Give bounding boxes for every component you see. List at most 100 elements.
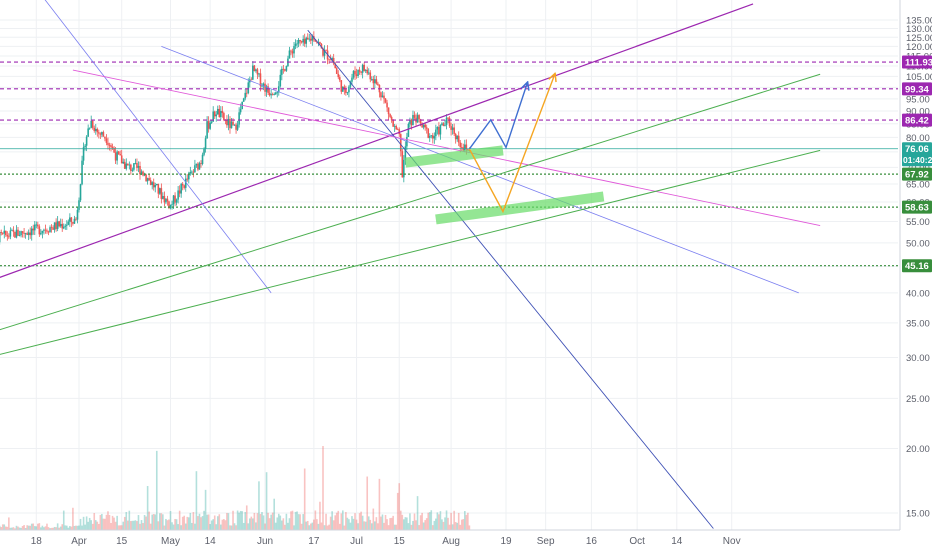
current-price-badge	[902, 142, 932, 167]
candle-body	[357, 69, 359, 76]
y-tick-label: 50.00	[906, 238, 930, 249]
volume-bar	[457, 512, 460, 530]
volume-bar	[465, 514, 468, 530]
candle-body	[116, 151, 118, 161]
candle-body	[76, 209, 79, 220]
candle-body	[358, 69, 361, 72]
candle-body	[306, 37, 309, 40]
volume-bar	[117, 525, 120, 530]
volume-bar	[392, 515, 394, 530]
support-zone	[404, 145, 504, 168]
y-tick-label: 95.00	[906, 94, 930, 105]
candle-body	[197, 163, 199, 170]
volume-bar	[43, 527, 45, 530]
volume-bar	[79, 518, 82, 530]
candle-body	[337, 73, 340, 78]
candle-body	[169, 204, 172, 209]
candle-body	[136, 162, 138, 168]
volume-bar	[401, 514, 404, 530]
candle-body	[460, 147, 463, 148]
volume-bar	[73, 525, 76, 530]
candle-body	[55, 222, 57, 229]
volume-bar	[348, 519, 350, 530]
candle-body	[11, 229, 13, 231]
volume-bar	[191, 522, 193, 530]
volume-bar	[175, 519, 178, 530]
y-tick-label: 35.00	[906, 318, 930, 329]
y-tick-label: 90.00	[906, 106, 930, 117]
volume-bar	[303, 468, 306, 530]
volume-bar	[78, 525, 80, 530]
candle-body	[439, 125, 442, 135]
candle-body	[363, 64, 365, 71]
candle-body	[294, 43, 297, 47]
candle-body	[425, 127, 428, 129]
volume-bar	[441, 519, 443, 530]
candle-body	[311, 36, 314, 41]
candle-body	[165, 198, 167, 203]
candle-body	[66, 224, 68, 226]
volume-bar	[450, 512, 452, 530]
candle-body	[270, 94, 272, 96]
volume-bar	[364, 521, 367, 530]
candle-body	[70, 217, 73, 223]
candle-body	[276, 92, 279, 94]
candle-body	[453, 127, 455, 134]
volume-bar	[351, 516, 353, 530]
volume-bar	[245, 505, 248, 530]
volume-bar	[416, 496, 419, 530]
volume-bar	[287, 522, 289, 530]
volume-bar	[404, 517, 407, 530]
volume-bar	[37, 523, 39, 530]
volume-bar	[366, 476, 369, 530]
candle-body	[175, 199, 178, 203]
volume-bar	[133, 520, 135, 530]
candle-body	[256, 69, 259, 75]
candle-body	[407, 123, 410, 138]
candle-body	[445, 117, 448, 126]
candle-body	[204, 138, 207, 149]
volume-bar	[306, 520, 309, 530]
volume-bar	[32, 523, 35, 530]
candle-body	[166, 198, 169, 202]
level-label: 86.42	[905, 116, 929, 127]
volume-bar	[165, 518, 167, 530]
volume-bar	[206, 514, 208, 530]
candle-body	[38, 226, 41, 235]
volume-bar	[281, 520, 283, 530]
candle-body	[43, 229, 45, 231]
volume-bar	[207, 514, 210, 530]
candle-body	[253, 65, 256, 72]
volume-bar	[369, 519, 372, 530]
volume-bar	[383, 522, 385, 530]
candle-body	[255, 69, 257, 72]
volume-bar	[329, 516, 332, 530]
candle-body	[40, 232, 42, 235]
volume-bar	[120, 525, 123, 530]
candle-body	[212, 111, 214, 122]
volume-bar	[290, 511, 292, 530]
candle-body	[12, 229, 15, 232]
volume-bar	[87, 521, 89, 530]
candle-body	[143, 174, 146, 176]
volume-bar	[325, 513, 327, 530]
volume-bar	[419, 515, 422, 530]
volume-bar	[430, 510, 433, 530]
volume-bar	[174, 518, 176, 530]
volume-bar	[288, 518, 291, 530]
volume-bar	[75, 525, 77, 530]
volume-bar	[390, 517, 393, 530]
volume-bar	[227, 513, 230, 530]
candle-body	[79, 184, 82, 201]
volume-bar	[99, 514, 102, 530]
candle-body	[230, 121, 233, 129]
volume-bar	[194, 523, 196, 530]
candle-body	[52, 227, 54, 230]
volume-bar	[314, 510, 317, 530]
volume-bar	[415, 520, 417, 530]
volume-bar	[360, 511, 362, 530]
volume-bar	[418, 525, 420, 530]
candle-body	[15, 229, 18, 238]
trendline	[307, 29, 714, 529]
